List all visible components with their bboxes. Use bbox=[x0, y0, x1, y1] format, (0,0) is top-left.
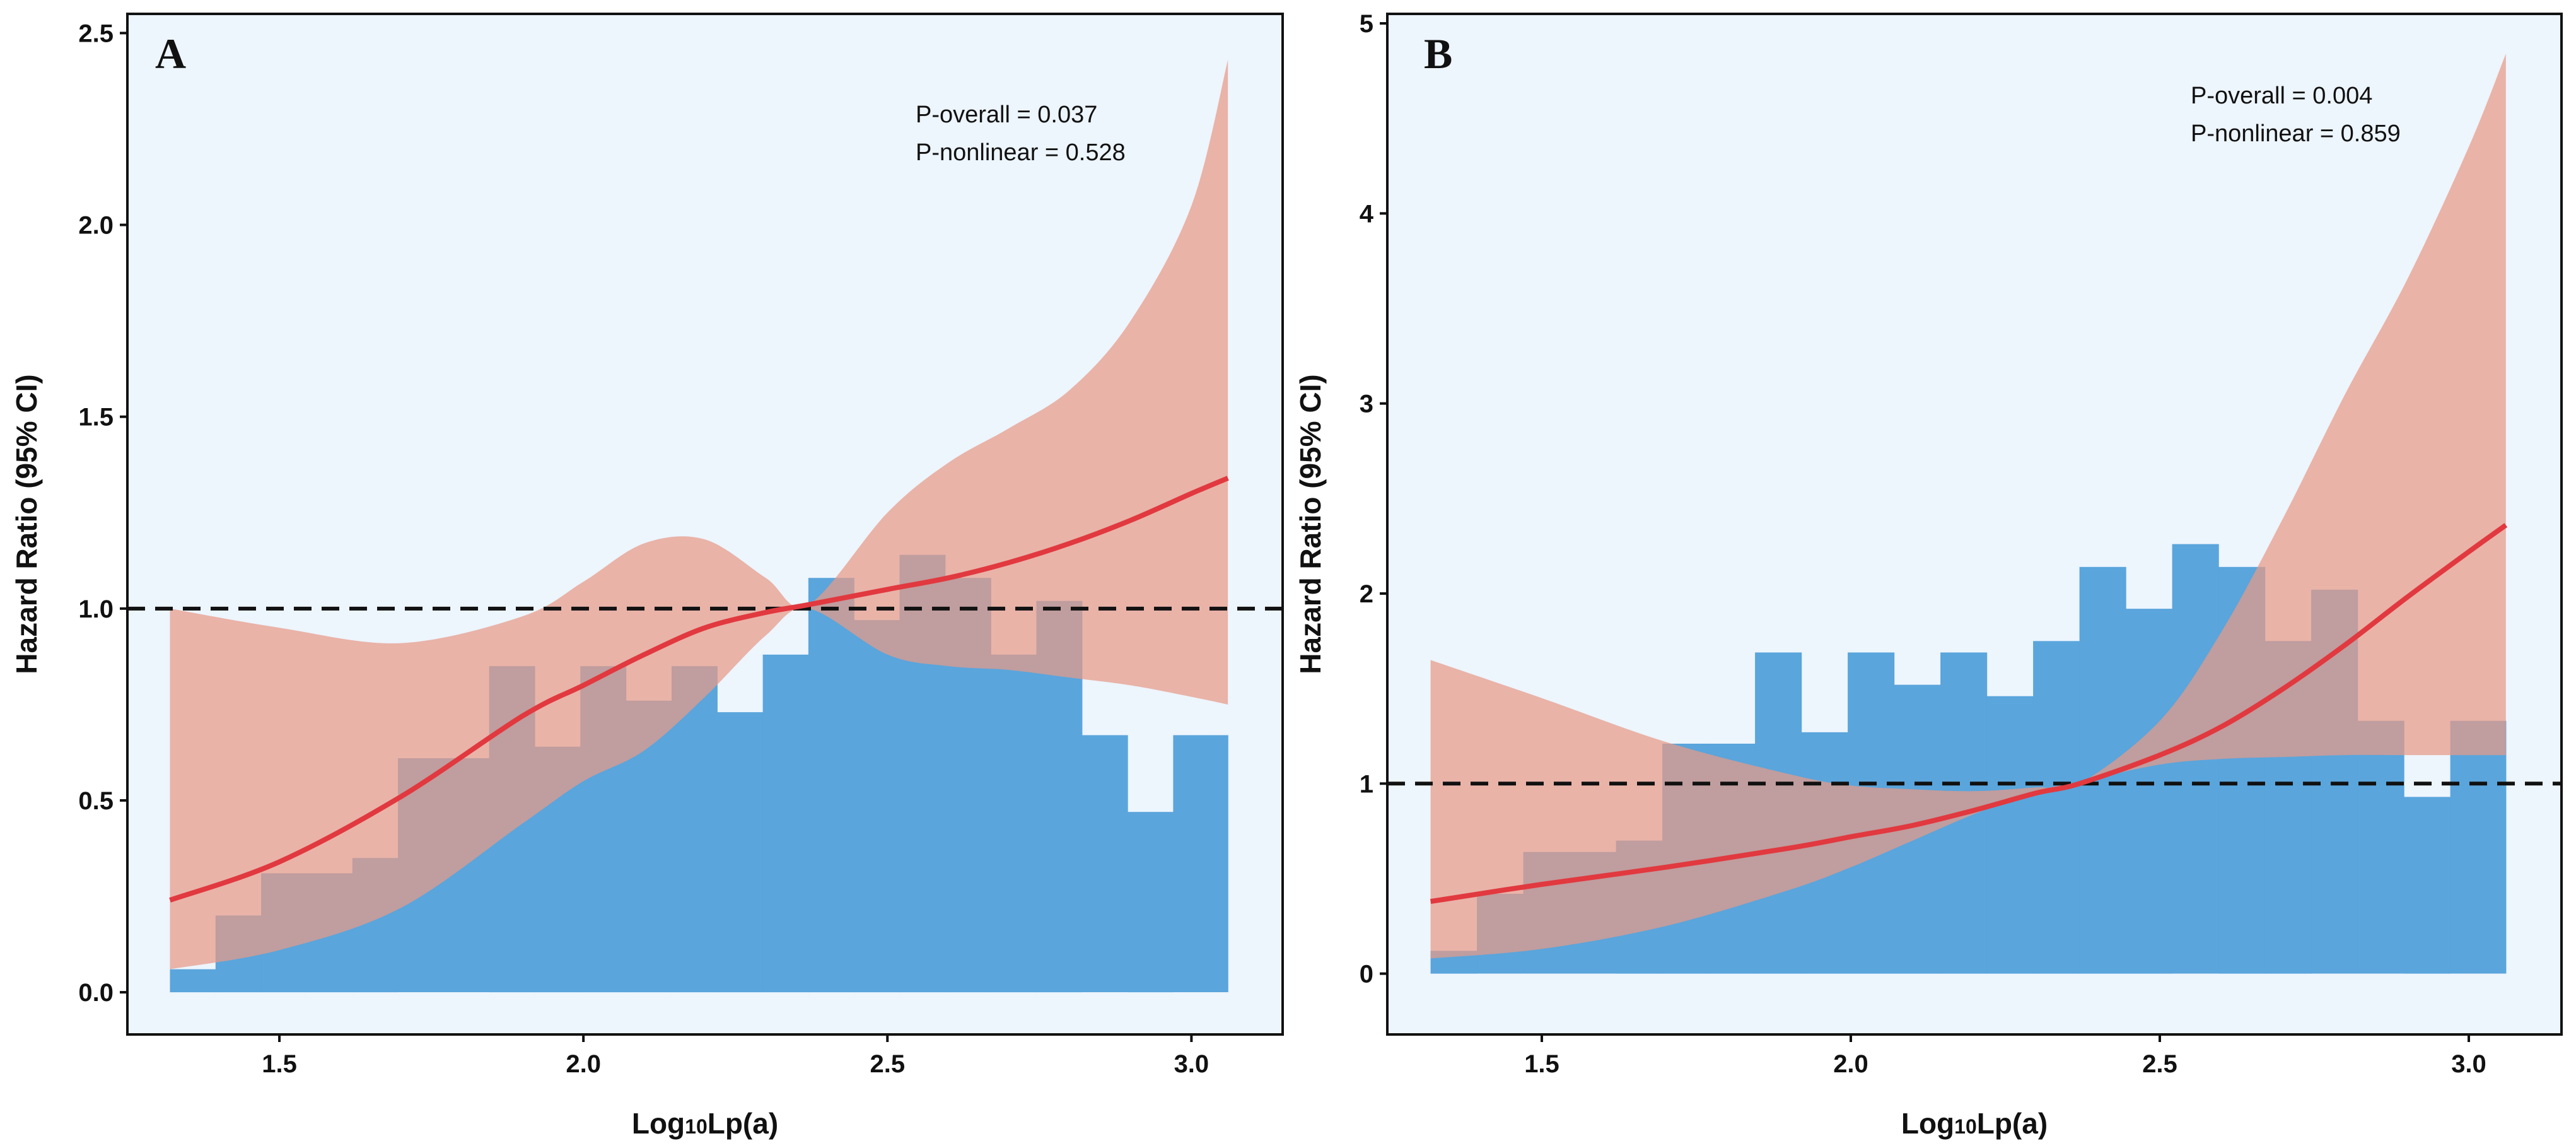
panel-a-y-axis: 0.0 0.5 1.0 1.5 2.0 2.5 bbox=[78, 20, 127, 1007]
panel-a-x-tick-label: 2.5 bbox=[870, 1050, 905, 1078]
panel-b-histogram-bar bbox=[2450, 720, 2507, 974]
panel-a-histogram-bar bbox=[854, 620, 900, 993]
panel-b-y-axis-title: Hazard Ratio (95% CI) bbox=[1294, 374, 1327, 674]
panel-a-x-tick-label: 1.5 bbox=[262, 1050, 297, 1078]
panel-a-histogram-bar bbox=[762, 654, 809, 993]
panel-b-histogram-bar bbox=[2404, 797, 2451, 974]
panel-b-x-axis-title: Log10Lp(a) bbox=[1901, 1107, 2048, 1140]
panel-a-y-axis-title: Hazard Ratio (95% CI) bbox=[10, 374, 43, 674]
panel-a-histogram-bar bbox=[1128, 812, 1174, 993]
panel-b-y-tick-label: 4 bbox=[1360, 200, 1374, 228]
panel-b-histogram-bar bbox=[2126, 609, 2173, 974]
panel-b-p-nonlinear: P-nonlinear = 0.859 bbox=[2191, 120, 2401, 147]
panel-b-x-tick-label: 2.5 bbox=[2142, 1050, 2177, 1078]
panel-b-x-axis: 1.5 2.0 2.5 3.0 bbox=[1524, 1034, 2486, 1078]
panel-a-spline-curve bbox=[169, 476, 1229, 903]
panel-a-p-nonlinear: P-nonlinear = 0.528 bbox=[916, 139, 1126, 166]
panel-a-histogram-bar bbox=[717, 712, 764, 993]
panel-b-y-tick-label: 1 bbox=[1360, 770, 1373, 798]
panel-a-ci-band bbox=[170, 60, 1228, 969]
panel-a-y-tick-label: 0.5 bbox=[78, 787, 114, 815]
panel-a-p-overall: P-overall = 0.037 bbox=[916, 102, 1097, 128]
panel-b-p-overall: P-overall = 0.004 bbox=[2191, 83, 2372, 109]
panel-b-letter: B bbox=[1424, 30, 1452, 78]
panel-b-histogram-bar bbox=[2357, 720, 2404, 974]
panel-b-x-tick-label: 3.0 bbox=[2451, 1050, 2486, 1078]
panel-b-x-title-base: Log bbox=[1901, 1107, 1954, 1140]
panel-b-histogram-bar bbox=[2033, 641, 2080, 974]
panel-a-x-tick-label: 3.0 bbox=[1174, 1050, 1209, 1078]
panel-a-histogram-bar bbox=[170, 969, 216, 993]
panel-a-x-title-rest: Lp(a) bbox=[708, 1107, 778, 1140]
panel-a-letter: A bbox=[155, 30, 186, 78]
panel-b-x-title-subscript: 10 bbox=[1954, 1115, 1977, 1138]
panel-a-y-tick-label: 1.0 bbox=[78, 595, 114, 623]
panel-b-y-tick-label: 0 bbox=[1360, 961, 1373, 988]
panel-b-y-tick-label: 5 bbox=[1360, 10, 1373, 38]
panel-a-y-tick-label: 2.0 bbox=[78, 212, 114, 240]
panel-a-x-title-subscript: 10 bbox=[685, 1115, 708, 1138]
panel-a-histogram-bar bbox=[1173, 735, 1228, 992]
panel-a-x-axis-title: Log10Lp(a) bbox=[632, 1107, 778, 1140]
panel-b-ci-band bbox=[1430, 54, 2506, 959]
panel-b-x-tick-label: 1.5 bbox=[1524, 1050, 1559, 1078]
panel-b-y-tick-label: 3 bbox=[1360, 390, 1373, 418]
panel-a-histogram-bar bbox=[808, 578, 854, 993]
panel-a-histogram-bar bbox=[1081, 735, 1128, 992]
panel-a-x-tick-label: 2.0 bbox=[566, 1050, 601, 1078]
panel-a-x-title-base: Log bbox=[632, 1107, 685, 1140]
panel-a: 0.0 0.5 1.0 1.5 2.0 2.5 1.5 2.0 2.5 3.0 A P-over… bbox=[10, 13, 1284, 1140]
panel-a-histogram-bar bbox=[991, 654, 1037, 993]
panel-b-x-tick-label: 2.0 bbox=[1833, 1050, 1868, 1078]
panel-a-x-axis: 1.5 2.0 2.5 3.0 bbox=[262, 1034, 1209, 1078]
panel-b-x-title-rest: Lp(a) bbox=[1977, 1107, 2048, 1140]
panel-b-spline-curve bbox=[1430, 523, 2508, 905]
panel-b-histogram-bar bbox=[1986, 696, 2034, 974]
panel-a-y-tick-label: 1.5 bbox=[78, 404, 114, 431]
panel-a-y-tick-label: 2.5 bbox=[78, 20, 114, 47]
panel-a-y-tick-label: 0.0 bbox=[78, 979, 114, 1007]
panel-b-y-axis: 0 1 2 3 4 5 bbox=[1360, 10, 1387, 988]
panel-b-y-tick-label: 2 bbox=[1360, 580, 1373, 608]
